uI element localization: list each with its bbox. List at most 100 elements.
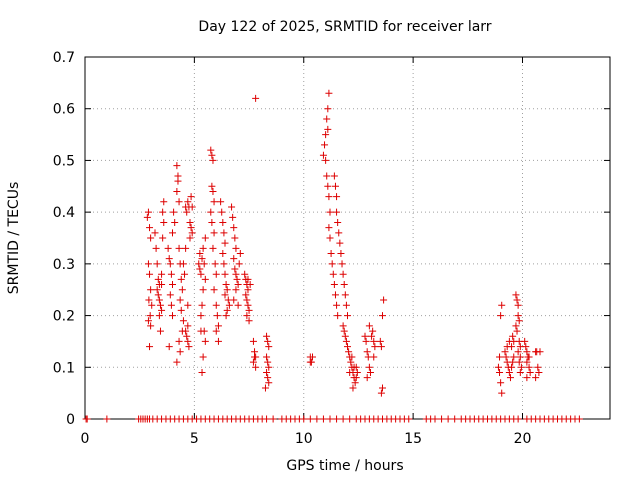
- data-point: [323, 115, 331, 123]
- data-point: [236, 250, 244, 258]
- data-point: [244, 275, 252, 283]
- data-point: [246, 281, 254, 289]
- y-tick-label: 0.4: [53, 205, 75, 221]
- data-point: [501, 348, 509, 356]
- data-point: [220, 260, 228, 268]
- data-point: [169, 281, 176, 289]
- data-point: [313, 415, 321, 423]
- data-point: [251, 353, 259, 361]
- data-point: [525, 363, 533, 371]
- data-point: [444, 415, 452, 423]
- data-point: [158, 281, 166, 289]
- data-point: [155, 296, 163, 304]
- data-point: [222, 281, 230, 289]
- data-point: [182, 327, 190, 335]
- data-point: [184, 301, 192, 309]
- data-point: [334, 312, 342, 320]
- data-point: [306, 358, 314, 366]
- data-point: [380, 296, 388, 304]
- data-point: [243, 312, 251, 320]
- data-point: [147, 322, 155, 330]
- data-point: [211, 260, 219, 268]
- data-point: [187, 193, 195, 201]
- data-point: [339, 415, 347, 423]
- data-point: [197, 270, 205, 278]
- data-point: [249, 337, 257, 345]
- data-point: [365, 363, 373, 371]
- data-point: [342, 301, 350, 309]
- data-point: [508, 363, 516, 371]
- data-point: [363, 374, 371, 382]
- data-point: [525, 353, 533, 361]
- data-point: [370, 353, 378, 361]
- data-point: [329, 270, 337, 278]
- data-point: [147, 234, 155, 242]
- data-point: [221, 270, 229, 278]
- data-point: [363, 348, 371, 356]
- data-point: [324, 105, 332, 113]
- data-point: [197, 327, 205, 335]
- x-tick-label: 20: [514, 431, 532, 447]
- data-point: [535, 368, 543, 376]
- data-point: [243, 296, 251, 304]
- data-point: [145, 296, 153, 304]
- data-point: [199, 286, 207, 294]
- data-point: [338, 260, 346, 268]
- data-point: [334, 218, 342, 226]
- data-point: [146, 270, 154, 278]
- data-point: [83, 415, 91, 423]
- data-point: [148, 301, 156, 309]
- data-point: [345, 348, 353, 356]
- data-point: [160, 218, 168, 226]
- data-point: [221, 239, 229, 247]
- data-point: [186, 218, 194, 226]
- data-point: [208, 151, 216, 159]
- data-point: [208, 218, 216, 226]
- data-point: [346, 415, 354, 423]
- data-point: [173, 162, 181, 170]
- data-point: [184, 337, 192, 345]
- data-point: [144, 260, 152, 268]
- data-point: [347, 358, 355, 366]
- data-point: [230, 224, 238, 232]
- data-point: [264, 337, 272, 345]
- data-point: [261, 384, 269, 392]
- data-point: [199, 244, 207, 252]
- data-point: [164, 244, 172, 252]
- data-point: [218, 208, 226, 216]
- data-point: [210, 229, 218, 237]
- y-tick-label: 0.7: [53, 50, 75, 66]
- data-point: [159, 234, 167, 242]
- data-point: [264, 358, 272, 366]
- data-point: [341, 291, 349, 299]
- data-point: [249, 358, 257, 366]
- data-point: [244, 286, 252, 294]
- data-point: [263, 353, 271, 361]
- data-point: [509, 358, 517, 366]
- data-point: [353, 368, 361, 376]
- data-point: [346, 368, 354, 376]
- data-point: [339, 322, 347, 330]
- y-tick-label: 0: [66, 412, 75, 428]
- data-point: [179, 317, 187, 325]
- data-point: [498, 389, 506, 397]
- data-point: [368, 332, 376, 340]
- data-point: [232, 270, 240, 278]
- data-point: [171, 218, 179, 226]
- data-point: [208, 182, 216, 190]
- data-point: [252, 94, 260, 102]
- data-point: [222, 312, 230, 320]
- data-point: [342, 337, 350, 345]
- data-point: [170, 208, 178, 216]
- data-point: [221, 291, 229, 299]
- data-point: [333, 301, 341, 309]
- tick-labels: 0 5 10 15 20 0 0.1 0.2 0.3 0.4 0.5 0.6 0.7: [53, 50, 532, 447]
- data-point: [146, 224, 154, 232]
- data-point: [177, 306, 185, 314]
- data-point: [512, 291, 520, 299]
- data-point: [160, 198, 168, 206]
- data-point: [263, 332, 271, 340]
- data-point: [198, 255, 206, 263]
- data-point: [174, 177, 182, 185]
- data-point: [231, 234, 239, 242]
